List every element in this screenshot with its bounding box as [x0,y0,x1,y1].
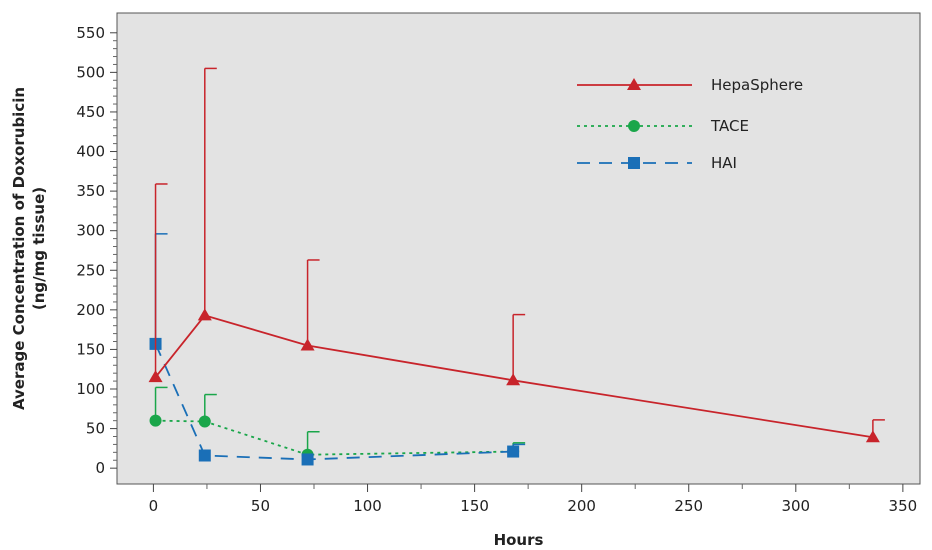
legend-marker-hai [628,157,640,169]
data-point-hepasphere [148,370,163,383]
y-tick-label: 50 [86,420,105,438]
y-tick-label: 400 [76,143,105,161]
data-point-hai [301,453,314,466]
series-hepasphere [148,67,885,443]
series-layer [148,67,885,466]
data-point-hepasphere [506,373,521,386]
x-tick-label: 150 [460,497,489,515]
y-tick-label: 150 [76,340,105,358]
y-axis-title-line-1: Average Concentration of Doxorubicin [10,87,28,410]
legend-label: TACE [710,117,749,135]
y-axis-title-line-2: (ng/mg tissue) [30,187,48,310]
y-axis-title: Average Concentration of Doxorubicin (ng… [10,87,48,410]
x-tick-label: 0 [149,497,159,515]
y-tick-label: 200 [76,301,105,319]
legend: HepaSphere TACE HAI [577,76,803,172]
data-point-hepasphere [197,308,212,321]
x-tick-label: 200 [567,497,596,515]
legend-label: HAI [711,154,737,172]
y-tick-label: 550 [76,24,105,42]
data-point-tace [198,415,211,428]
legend-marker-tace [628,120,640,132]
plot-area [116,12,921,485]
y-axis-ticks: 0 50 100 150 200 250 300 350 400 450 500 550 [76,24,117,477]
y-tick-label: 300 [76,222,105,240]
legend-label: HepaSphere [711,76,803,94]
x-tick-label: 50 [251,497,270,515]
data-point-tace [149,414,162,427]
y-tick-label: 500 [76,63,105,81]
x-axis-title: Hours [494,531,544,549]
data-point-hepasphere [865,430,880,443]
x-tick-label: 350 [889,497,918,515]
x-tick-label: 300 [781,497,810,515]
series-line-tace [155,419,514,456]
legend-item-hai: HAI [577,154,737,172]
x-axis-ticks: 0 50 100 150 200 250 300 350 [149,484,918,515]
x-tick-label: 100 [353,497,382,515]
y-tick-label: 350 [76,182,105,200]
y-tick-label: 450 [76,103,105,121]
y-tick-label: 100 [76,380,105,398]
y-tick-label: 0 [95,459,105,477]
x-tick-label: 250 [674,497,703,515]
y-tick-label: 250 [76,261,105,279]
legend-marker-hepasphere [627,78,641,90]
data-point-hai [198,449,211,462]
legend-item-tace: TACE [577,117,749,135]
data-point-hai [507,445,520,458]
data-point-hepasphere [300,338,315,351]
legend-item-hepasphere: HepaSphere [577,76,803,94]
